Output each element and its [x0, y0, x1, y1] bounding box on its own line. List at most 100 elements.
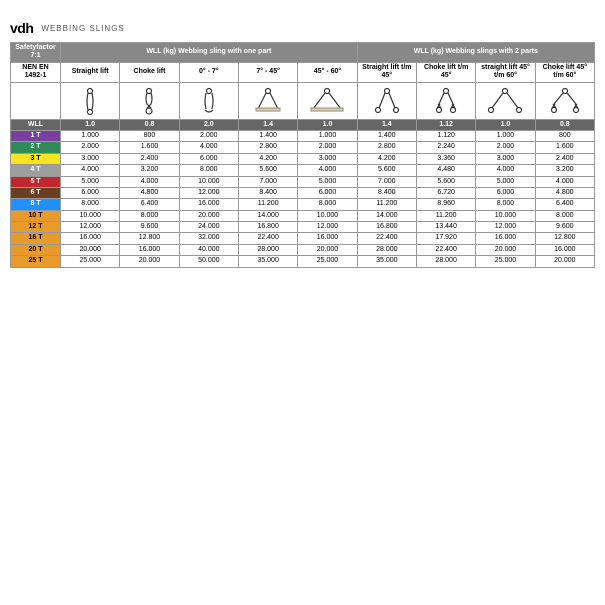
- value-cell: 6.400: [535, 199, 594, 210]
- value-cell: 13.440: [416, 222, 475, 233]
- basket-7-45-icon: [238, 82, 297, 119]
- tonnage-label: 20 T: [11, 244, 61, 255]
- value-cell: 11.200: [357, 199, 416, 210]
- value-cell: 14.000: [238, 210, 297, 221]
- value-cell: 12.000: [61, 222, 120, 233]
- value-cell: 25.000: [476, 256, 535, 267]
- value-cell: 24.000: [179, 222, 238, 233]
- table-row: 5 T5.0004.00010.0007.0005.0007.0005.6005…: [11, 176, 595, 187]
- value-cell: 16.000: [298, 233, 357, 244]
- norm-header: NEN EN 1492-1: [11, 62, 61, 82]
- value-cell: 1.600: [535, 142, 594, 153]
- table-row: 20 T20.00016.00040.00028.00020.00028.000…: [11, 244, 595, 255]
- col-header: 45° - 60°: [298, 62, 357, 82]
- value-cell: 16.000: [61, 233, 120, 244]
- value-cell: 2.000: [476, 142, 535, 153]
- value-cell: 5.600: [357, 165, 416, 176]
- col-header: Choke lift 45° t/m 60°: [535, 62, 594, 82]
- value-cell: 22.400: [357, 233, 416, 244]
- value-cell: 12.000: [476, 222, 535, 233]
- table-row: 2 T2.0001.6004.0002.8002.0002.8002.2402.…: [11, 142, 595, 153]
- value-cell: 6.400: [120, 199, 179, 210]
- wll-factor: 1.0: [476, 119, 535, 130]
- value-cell: 8.000: [298, 199, 357, 210]
- col-header: Choke lift t/m 45°: [416, 62, 475, 82]
- tonnage-label: 10 T: [11, 210, 61, 221]
- value-cell: 6.000: [476, 187, 535, 198]
- value-cell: 4.000: [120, 176, 179, 187]
- value-cell: 800: [535, 130, 594, 141]
- header-row-2: NEN EN 1492-1 Straight lift Choke lift 0…: [11, 62, 595, 82]
- two-choke-60-icon: [535, 82, 594, 119]
- value-cell: 4.000: [535, 176, 594, 187]
- value-cell: 2.240: [416, 142, 475, 153]
- value-cell: 8.400: [357, 187, 416, 198]
- value-cell: 16.000: [179, 199, 238, 210]
- value-cell: 2.800: [238, 142, 297, 153]
- value-cell: 32.000: [179, 233, 238, 244]
- safety-header: Safetyfactor 7:1: [11, 43, 61, 63]
- value-cell: 1.000: [61, 130, 120, 141]
- value-cell: 16.800: [357, 222, 416, 233]
- two-straight-45-icon: [357, 82, 416, 119]
- value-cell: 1.000: [298, 130, 357, 141]
- tonnage-label: 16 T: [11, 233, 61, 244]
- value-cell: 2.000: [298, 142, 357, 153]
- value-cell: 800: [120, 130, 179, 141]
- value-cell: 28.000: [238, 244, 297, 255]
- value-cell: 1.400: [238, 130, 297, 141]
- value-cell: 20.000: [476, 244, 535, 255]
- value-cell: 3.200: [120, 165, 179, 176]
- table-row: 6 T6.0004.80012.0008.4006.0008.4006.7206…: [11, 187, 595, 198]
- table-row: 4 T4.0003.2008.0005.6004.0005.6004.4804.…: [11, 165, 595, 176]
- tonnage-label: 25 T: [11, 256, 61, 267]
- group1-header: WLL (kg) Webbing sling with one part: [61, 43, 358, 63]
- wll-factor-row: WLL 1.0 0.8 2.0 1.4 1.0 1.4 1.12 1.0 0.8: [11, 119, 595, 130]
- value-cell: 20.000: [120, 256, 179, 267]
- straight-lift-icon: [61, 82, 120, 119]
- value-cell: 28.000: [357, 244, 416, 255]
- value-cell: 8.000: [535, 210, 594, 221]
- value-cell: 5.600: [238, 165, 297, 176]
- value-cell: 25.000: [61, 256, 120, 267]
- tonnage-label: 3 T: [11, 153, 61, 164]
- value-cell: 8.000: [179, 165, 238, 176]
- value-cell: 12.800: [120, 233, 179, 244]
- value-cell: 4.000: [476, 165, 535, 176]
- value-cell: 22.400: [416, 244, 475, 255]
- value-cell: 8.000: [120, 210, 179, 221]
- tonnage-label: 2 T: [11, 142, 61, 153]
- value-cell: 4.200: [238, 153, 297, 164]
- value-cell: 5.000: [298, 176, 357, 187]
- page-title: WEBBING SLINGS: [41, 24, 124, 33]
- value-cell: 22.400: [238, 233, 297, 244]
- value-cell: 1.120: [416, 130, 475, 141]
- value-cell: 20.000: [179, 210, 238, 221]
- table-row: 10 T10.0008.00020.00014.00010.00014.0001…: [11, 210, 595, 221]
- value-cell: 25.000: [298, 256, 357, 267]
- value-cell: 3.000: [298, 153, 357, 164]
- tonnage-label: 8 T: [11, 199, 61, 210]
- wll-factor: 0.8: [120, 119, 179, 130]
- value-cell: 7.000: [238, 176, 297, 187]
- value-cell: 2.000: [179, 130, 238, 141]
- table-row: 25 T25.00020.00050.00035.00025.00035.000…: [11, 256, 595, 267]
- wll-factor: 0.8: [535, 119, 594, 130]
- tonnage-label: 6 T: [11, 187, 61, 198]
- table-row: 1 T1.0008002.0001.4001.0001.4001.1201.00…: [11, 130, 595, 141]
- value-cell: 16.000: [120, 244, 179, 255]
- icon-row: [11, 82, 595, 119]
- table-row: 3 T3.0002.4006.0004.2003.0004.2003.3603.…: [11, 153, 595, 164]
- value-cell: 6.720: [416, 187, 475, 198]
- value-cell: 16.800: [238, 222, 297, 233]
- value-cell: 11.200: [238, 199, 297, 210]
- value-cell: 7.000: [357, 176, 416, 187]
- value-cell: 40.000: [179, 244, 238, 255]
- wll-factor: 1.4: [238, 119, 297, 130]
- value-cell: 12.800: [535, 233, 594, 244]
- value-cell: 3.360: [416, 153, 475, 164]
- value-cell: 6.000: [61, 187, 120, 198]
- col-header: straight lift 45° t/m 60°: [476, 62, 535, 82]
- header-row-1: Safetyfactor 7:1 WLL (kg) Webbing sling …: [11, 43, 595, 63]
- value-cell: 2.000: [61, 142, 120, 153]
